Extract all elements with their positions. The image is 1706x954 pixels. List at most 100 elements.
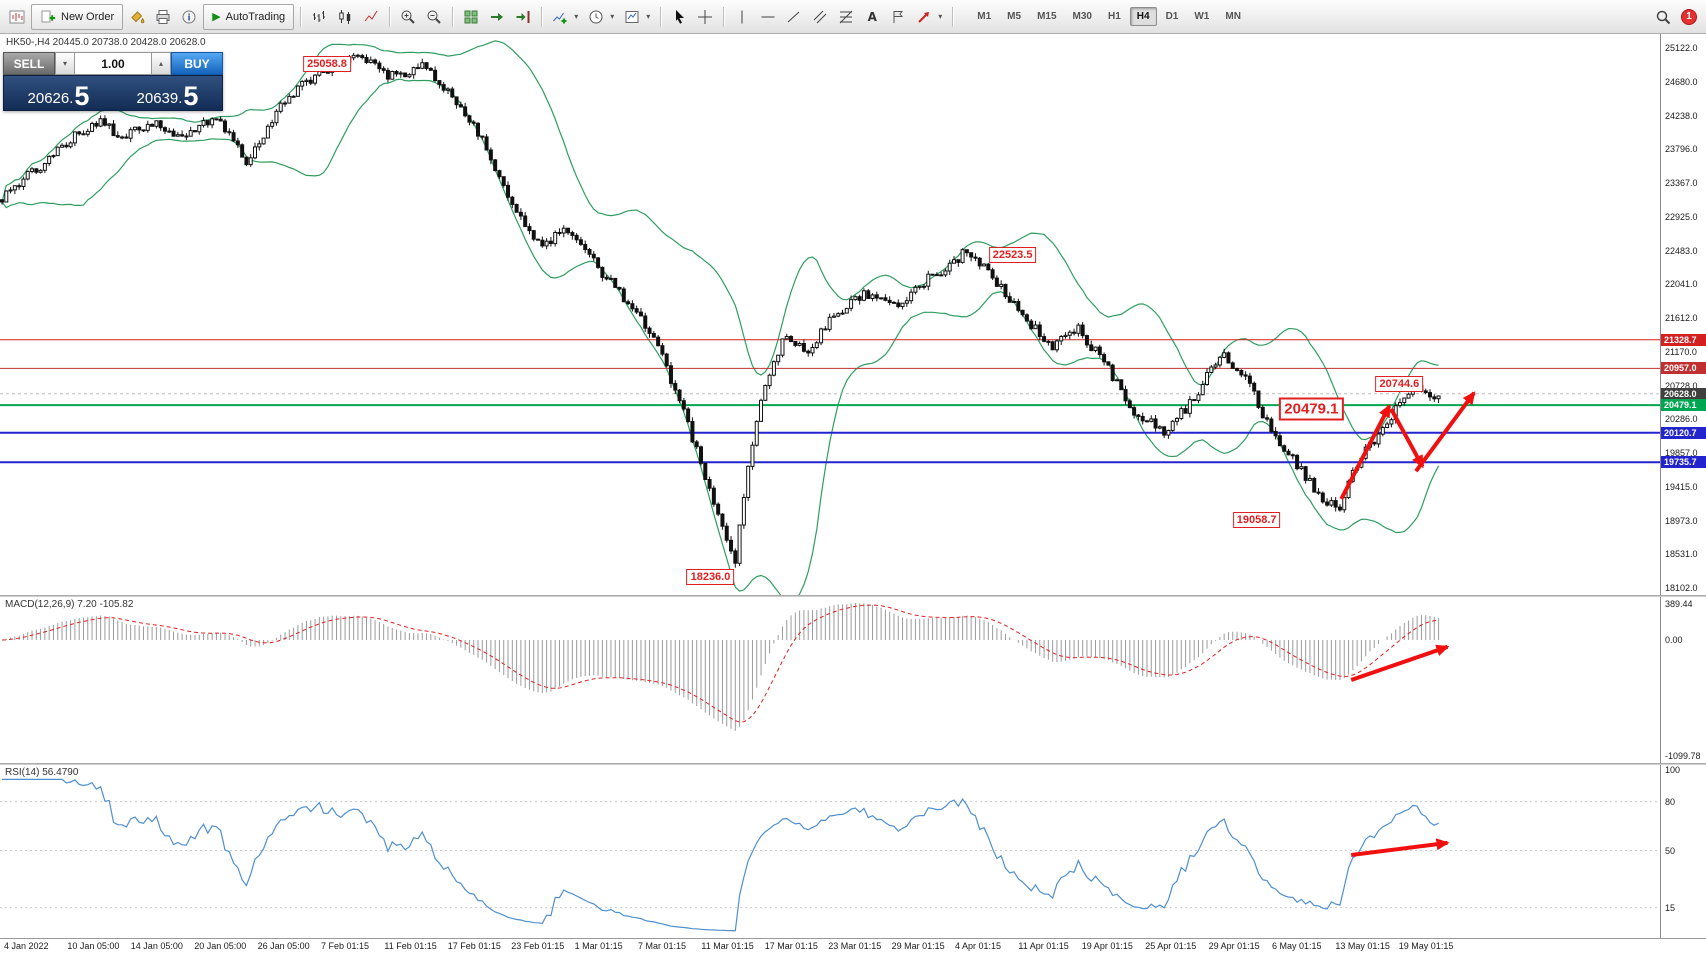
info-icon[interactable]: i bbox=[177, 4, 201, 30]
indicators-icon[interactable]: ▾ bbox=[548, 4, 582, 30]
new-order-button[interactable]: New Order bbox=[31, 3, 124, 30]
trend-arrow[interactable] bbox=[1414, 391, 1476, 473]
tile-windows-icon[interactable] bbox=[459, 4, 483, 30]
chart-window-icon[interactable] bbox=[5, 4, 29, 30]
text-label-icon[interactable] bbox=[886, 4, 910, 30]
time-axis-label: 23 Feb 01:15 bbox=[511, 941, 565, 951]
sell-price-big-digit: 5 bbox=[74, 80, 90, 111]
timeframe-m30[interactable]: M30 bbox=[1072, 11, 1092, 22]
chart-colors-icon[interactable] bbox=[125, 4, 149, 30]
timeframe-w1[interactable]: W1 bbox=[1194, 11, 1210, 22]
notification-badge[interactable]: 1 bbox=[1681, 8, 1697, 25]
macd-axis[interactable]: 389.44 0.00 -1099.78 bbox=[1660, 597, 1706, 763]
rsi-axis[interactable]: 100 80 50 15 bbox=[1660, 765, 1706, 938]
search-icon[interactable] bbox=[1651, 4, 1675, 30]
price-axis-label: 18973.0 bbox=[1665, 515, 1698, 526]
sell-button[interactable]: SELL bbox=[3, 52, 55, 75]
main-chart-canvas[interactable] bbox=[0, 34, 1660, 595]
timeframe-m1[interactable]: M1 bbox=[977, 11, 992, 22]
time-axis-label: 11 Mar 01:15 bbox=[701, 941, 754, 951]
price-axis[interactable]: 25122.0 24680.0 24238.0 23796.0 23367.0 22925… bbox=[1660, 34, 1706, 595]
time-axis-label: 20 Jan 05:00 bbox=[194, 941, 247, 951]
chart-ohlc-label: HK50-,H4 20445.0 20738.0 20428.0 20628.0 bbox=[6, 37, 206, 48]
time-axis[interactable]: 4 Jan 2022 10 Jan 05:00 14 Jan 05:00 20 Jan… bbox=[0, 939, 1660, 954]
trade-panel-prices: 20626. 5 20639. 5 bbox=[3, 75, 223, 111]
volume-up-button[interactable]: ▴ bbox=[151, 52, 171, 75]
rsi-axis-label: 15 bbox=[1665, 902, 1676, 913]
time-axis-label: 1 Mar 01:15 bbox=[574, 941, 623, 951]
chevron-down-icon: ▾ bbox=[938, 12, 943, 21]
trendline-icon[interactable] bbox=[782, 4, 806, 30]
print-icon[interactable] bbox=[151, 4, 175, 30]
rsi-plot[interactable] bbox=[0, 765, 1660, 938]
macd-axis-label: -1099.78 bbox=[1665, 751, 1701, 761]
trend-arrow[interactable] bbox=[1350, 838, 1450, 857]
price-annotation[interactable]: 20479.1 bbox=[1279, 397, 1344, 421]
rsi-axis-label: 100 bbox=[1665, 765, 1681, 775]
timeframe-h4[interactable]: H4 bbox=[1129, 7, 1157, 26]
zoom-out-icon[interactable] bbox=[422, 4, 446, 30]
price-annotation[interactable]: 22523.5 bbox=[988, 247, 1037, 264]
time-axis-label: 26 Jan 05:00 bbox=[257, 941, 310, 951]
price-annotation[interactable]: 18236.0 bbox=[686, 569, 735, 586]
price-axis-label: 23367.0 bbox=[1665, 178, 1698, 188]
timeframe-h1[interactable]: H1 bbox=[1107, 11, 1121, 22]
timeframe-d1[interactable]: D1 bbox=[1165, 11, 1179, 22]
time-axis-label: 23 Mar 01:15 bbox=[828, 941, 882, 951]
price-axis-label: 19857.0 bbox=[1665, 448, 1698, 458]
line-chart-icon[interactable] bbox=[359, 4, 383, 30]
crosshair-icon[interactable] bbox=[693, 4, 717, 30]
macd-plot[interactable] bbox=[0, 597, 1660, 763]
panel-separator[interactable] bbox=[0, 595, 1706, 597]
price-axis-label: 25122.0 bbox=[1665, 43, 1698, 53]
new-order-plus-icon bbox=[41, 10, 55, 22]
timeframe-m15[interactable]: M15 bbox=[1037, 11, 1057, 22]
bollinger-upper-band bbox=[1, 40, 1439, 441]
vertical-line-icon[interactable] bbox=[730, 4, 754, 30]
trend-arrow[interactable] bbox=[1339, 404, 1392, 500]
time-axis-label: 11 Feb 01:15 bbox=[384, 941, 437, 951]
timeframe-mn[interactable]: MN bbox=[1225, 11, 1241, 22]
fibonacci-icon[interactable] bbox=[834, 4, 858, 30]
candles bbox=[0, 52, 1441, 568]
buy-button[interactable]: BUY bbox=[171, 52, 223, 75]
main-chart-plot[interactable]: 25058.8 22523.5 18236.0 19058.7 20479.1 20744… bbox=[0, 34, 1660, 595]
price-annotation[interactable]: 25058.8 bbox=[303, 56, 351, 73]
equidistant-channel-icon[interactable] bbox=[808, 4, 832, 30]
chart-shift-icon[interactable] bbox=[511, 4, 535, 30]
rsi-canvas[interactable] bbox=[0, 765, 1660, 938]
macd-canvas[interactable] bbox=[0, 597, 1660, 763]
price-tag: 20957.0 bbox=[1661, 362, 1706, 375]
panel-separator[interactable] bbox=[0, 763, 1706, 765]
auto-scroll-icon[interactable] bbox=[485, 4, 509, 30]
time-axis-label: 7 Feb 01:15 bbox=[321, 941, 370, 951]
time-axis-label: 17 Mar 01:15 bbox=[764, 941, 818, 951]
trend-arrow[interactable] bbox=[1350, 644, 1450, 682]
bollinger-lower-band bbox=[1, 78, 1440, 595]
cursor-icon[interactable] bbox=[667, 4, 691, 30]
timeframe-m5[interactable]: M5 bbox=[1007, 11, 1022, 22]
toolbar-separator bbox=[541, 6, 543, 27]
time-axis-label: 29 Mar 01:15 bbox=[891, 941, 945, 951]
templates-icon[interactable]: ▾ bbox=[620, 4, 654, 30]
time-axis-label: 4 Apr 01:15 bbox=[955, 941, 1002, 951]
price-annotation[interactable]: 19058.7 bbox=[1232, 511, 1281, 528]
bar-chart-icon[interactable] bbox=[307, 4, 331, 30]
macd-axis-label: 0.00 bbox=[1665, 635, 1683, 645]
candlestick-chart-icon[interactable] bbox=[333, 4, 357, 30]
arrows-icon[interactable]: ▾ bbox=[912, 4, 946, 30]
autotrading-button[interactable]: ▶ AutoTrading bbox=[203, 3, 295, 30]
horizontal-line-icon[interactable] bbox=[756, 4, 780, 30]
macd-panel: MACD(12,26,9) 7.20 -105.82 389.44 0.00 -10… bbox=[0, 597, 1706, 763]
buy-price: 20639. 5 bbox=[113, 76, 222, 110]
volume-input[interactable] bbox=[75, 52, 151, 75]
volume-down-button[interactable]: ▾ bbox=[55, 52, 75, 75]
trend-arrow[interactable] bbox=[1389, 407, 1425, 469]
zoom-in-icon[interactable] bbox=[396, 4, 420, 30]
periods-icon[interactable]: ▾ bbox=[584, 4, 618, 30]
rsi-panel: RSI(14) 56.4790 100 80 50 15 bbox=[0, 765, 1706, 938]
price-annotation[interactable]: 20744.6 bbox=[1375, 375, 1424, 392]
text-icon[interactable]: A bbox=[867, 9, 877, 24]
time-axis-label: 11 Apr 01:15 bbox=[1018, 941, 1069, 951]
price-axis-label: 22483.0 bbox=[1665, 245, 1698, 256]
